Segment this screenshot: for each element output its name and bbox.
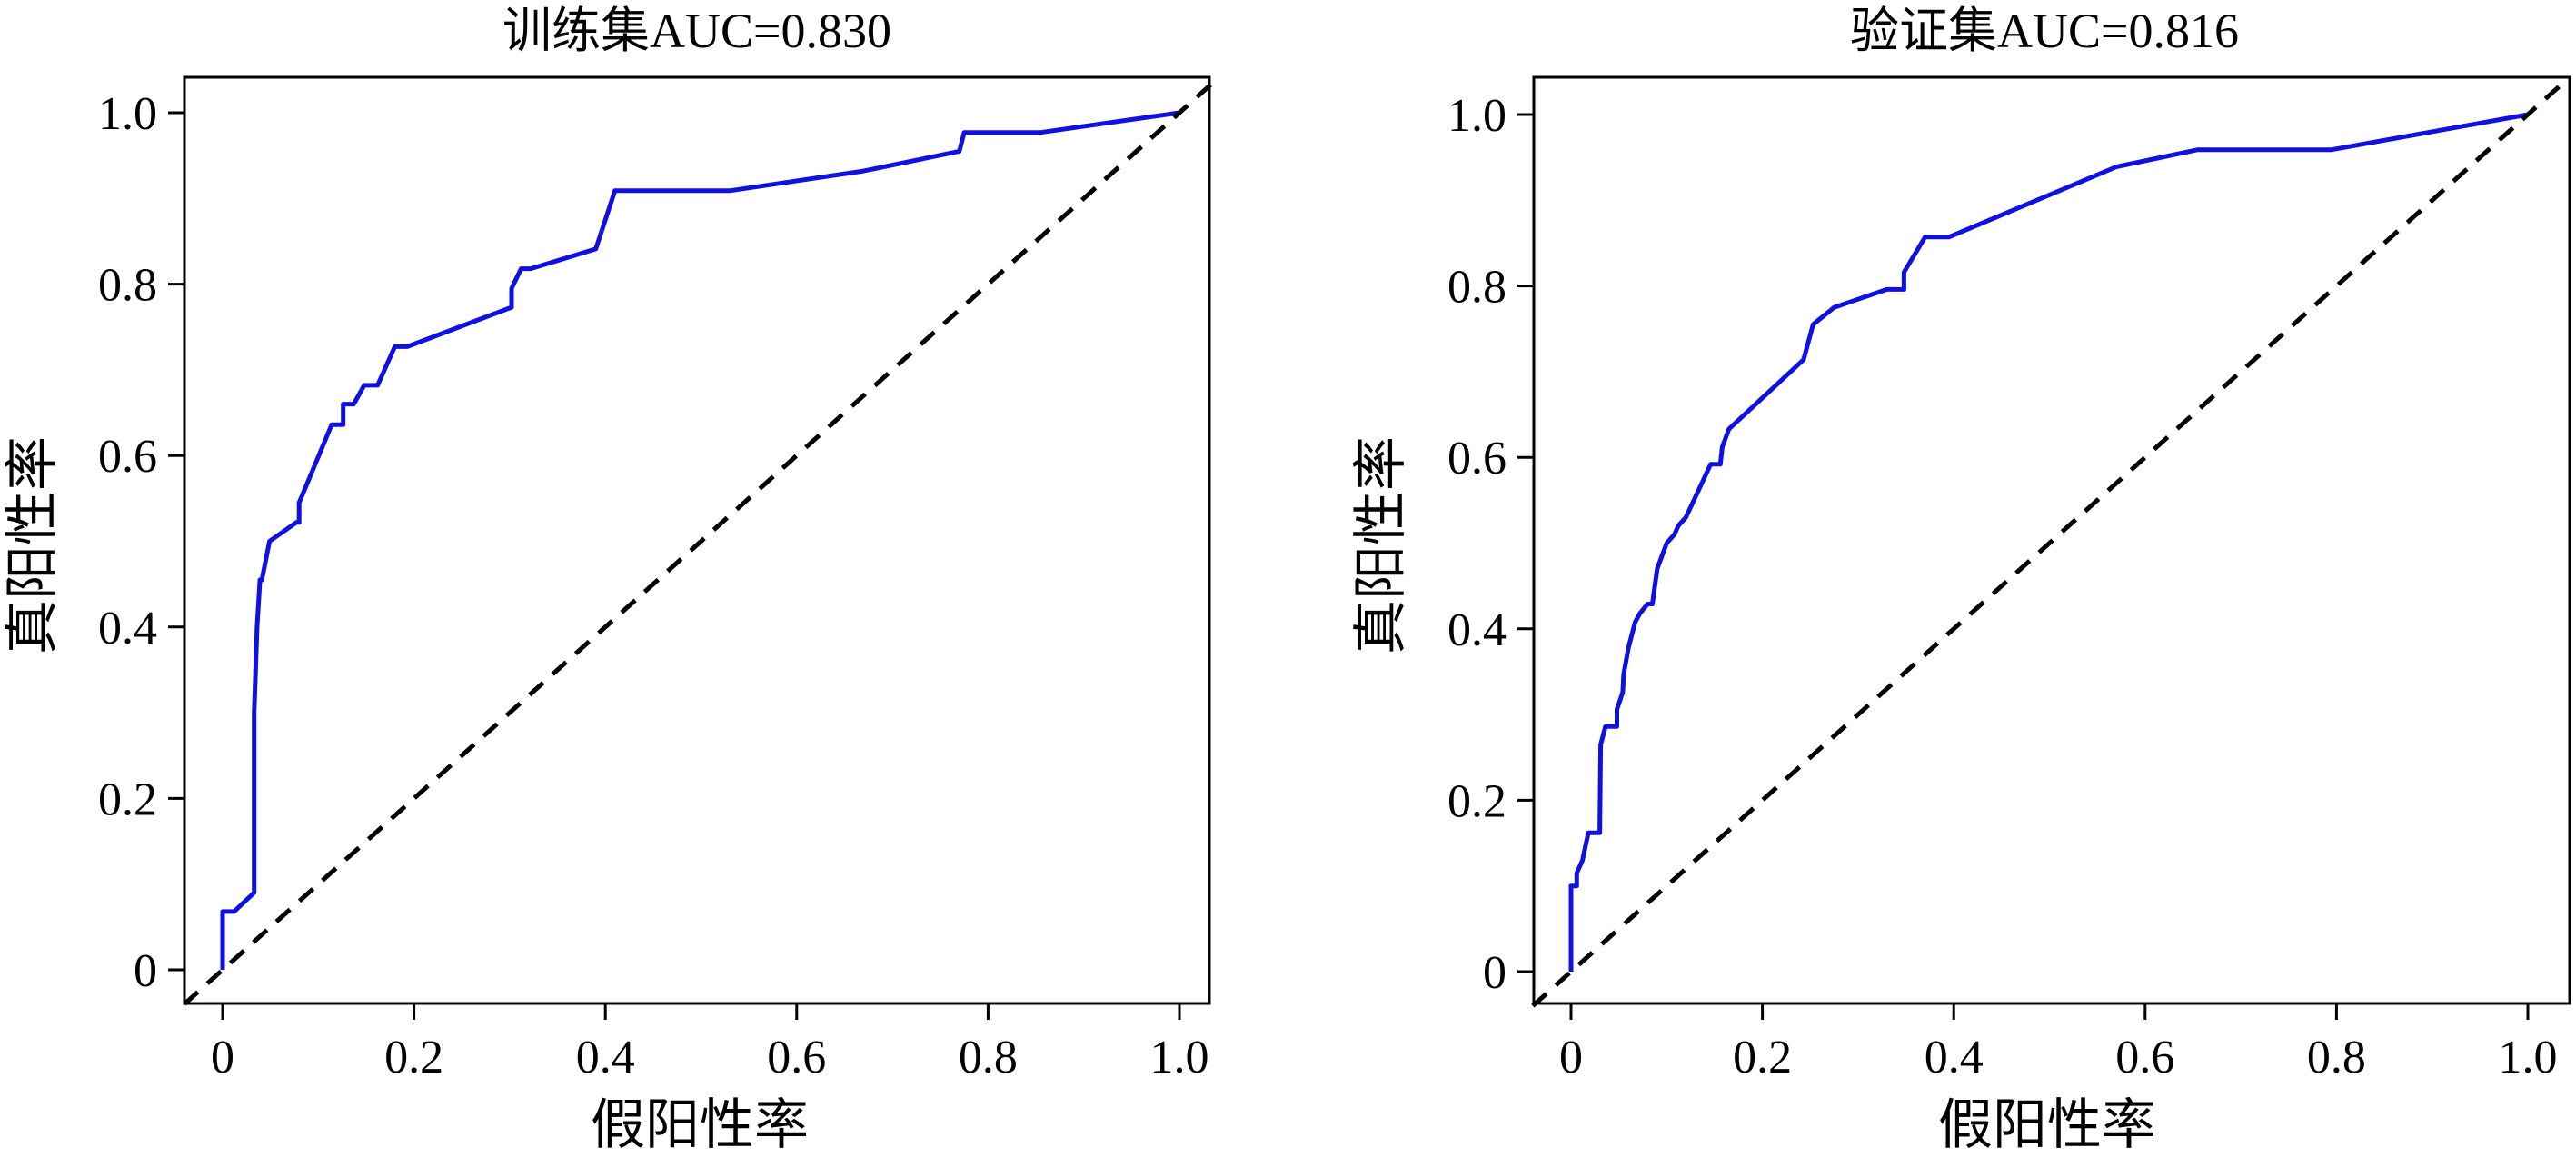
x-tick-label: 0.6 [767,1032,826,1083]
x-tick-label: 0.2 [384,1032,443,1083]
roc-curve [1568,112,2529,972]
y-axis: 0 0.2 0.4 0.6 0.8 1.0 [1447,90,1534,999]
y-tick-label: 0.8 [98,260,157,312]
x-tick-label: 0.4 [1925,1032,1984,1083]
y-tick-label: 1.0 [98,88,157,140]
x-axis: 0 0.2 0.4 0.6 0.8 1.0 [1559,1003,2558,1083]
validation-roc-panel: 验证集AUC=0.816 0 0.2 0.4 0.6 0.8 1.0 0 0.2 0.4 0.6… [1351,4,2571,1155]
x-tick-label: 1.0 [2499,1032,2558,1083]
roc-curve [220,110,1180,970]
series-layer [1531,78,2568,1008]
x-tick-label: 0.8 [959,1032,1018,1083]
y-tick-label: 0.6 [1447,433,1507,484]
y-tick-label: 0.2 [98,774,157,825]
x-axis-label: 假阳性率 [591,1095,809,1153]
y-tick-label: 0 [134,945,157,997]
y-tick-label: 0.8 [1447,262,1507,314]
series-layer [183,76,1219,1006]
x-tick-label: 1.0 [1150,1032,1209,1083]
y-tick-label: 1.0 [1447,90,1507,142]
plot-frame [1532,75,2571,1005]
reference-diagonal-line [1531,78,2568,1008]
y-axis: 0 0.2 0.4 0.6 0.8 1.0 [98,88,184,997]
reference-diagonal-line [183,76,1219,1006]
plot-frame [183,75,1211,1005]
x-axis: 0 0.2 0.4 0.6 0.8 1.0 [211,1003,1209,1083]
x-tick-label: 0.4 [576,1032,635,1083]
y-tick-label: 0.4 [98,603,157,654]
y-tick-label: 0.2 [1447,775,1507,827]
train-roc-panel: 训练集AUC=0.830 0 0.2 0.4 0.6 0.8 1.0 0 0.2 0.4 0.6… [3,4,1219,1155]
y-tick-label: 0 [1483,947,1507,999]
x-tick-label: 0.8 [2307,1032,2366,1083]
y-tick-label: 0.6 [98,431,157,483]
y-tick-label: 0.4 [1447,604,1507,656]
y-axis-label: 真阳性率 [3,436,63,654]
chart-title: 验证集AUC=0.816 [1850,4,2239,58]
x-tick-label: 0 [1559,1032,1583,1083]
x-tick-label: 0.6 [2115,1032,2174,1083]
y-axis-label: 真阳性率 [1351,436,1411,654]
x-tick-label: 0.2 [1733,1032,1792,1083]
chart-title: 训练集AUC=0.830 [502,4,891,58]
x-axis-label: 假阳性率 [1938,1095,2156,1153]
x-tick-label: 0 [211,1032,234,1083]
